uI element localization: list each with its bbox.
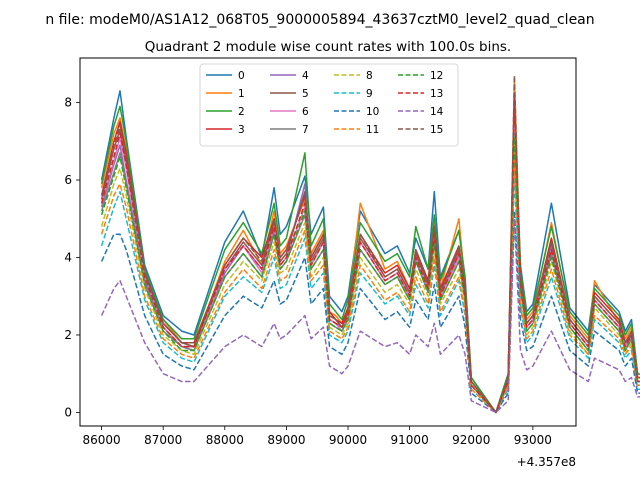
series-line-8 bbox=[100, 144, 640, 414]
figure-suptitle: n file: modeM0/AS1A12_068T05_9000005894_… bbox=[45, 12, 594, 28]
legend-label-9: 9 bbox=[366, 88, 373, 100]
x-tick-label: 86000 bbox=[82, 433, 120, 447]
y-tick-label: 4 bbox=[64, 250, 72, 264]
plot-area bbox=[100, 74, 640, 414]
plot-frame bbox=[79, 57, 577, 427]
legend-label-10: 10 bbox=[366, 106, 379, 118]
legend-label-4: 4 bbox=[302, 70, 309, 82]
series-line-14 bbox=[100, 218, 640, 414]
x-tick-label: 91000 bbox=[391, 433, 429, 447]
y-tick-label: 8 bbox=[64, 96, 72, 110]
chart-title: Quadrant 2 module wise count rates with … bbox=[145, 39, 511, 55]
legend-label-15: 15 bbox=[430, 124, 443, 136]
x-tick-label: 90000 bbox=[329, 433, 367, 447]
legend-label-2: 2 bbox=[238, 106, 245, 118]
x-tick-label: 87000 bbox=[144, 433, 182, 447]
legend-label-14: 14 bbox=[430, 106, 444, 118]
legend-label-12: 12 bbox=[430, 70, 443, 82]
x-offset-label: +4.357e8 bbox=[517, 455, 576, 469]
legend-label-3: 3 bbox=[238, 124, 245, 136]
legend-label-6: 6 bbox=[302, 106, 309, 118]
x-tick-label: 93000 bbox=[514, 433, 552, 447]
y-tick-label: 0 bbox=[64, 405, 72, 419]
series-line-15 bbox=[100, 74, 640, 414]
y-axis: 0 2 4 6 8 bbox=[64, 96, 80, 419]
x-tick-label: 89000 bbox=[267, 433, 305, 447]
legend-label-11: 11 bbox=[366, 124, 379, 136]
legend-label-13: 13 bbox=[430, 88, 443, 100]
legend-label-0: 0 bbox=[238, 70, 245, 82]
legend-label-7: 7 bbox=[302, 124, 309, 136]
x-axis: 86000 87000 88000 89000 90000 91000 92000 93000 bbox=[82, 426, 552, 447]
x-tick-label: 92000 bbox=[452, 433, 490, 447]
y-tick-label: 6 bbox=[64, 173, 72, 187]
legend-label-5: 5 bbox=[302, 88, 309, 100]
legend-box bbox=[199, 63, 459, 147]
legend-label-1: 1 bbox=[238, 88, 245, 100]
x-tick-label: 88000 bbox=[206, 433, 244, 447]
legend-label-8: 8 bbox=[366, 70, 373, 82]
y-tick-label: 2 bbox=[64, 328, 72, 342]
series-line-10 bbox=[100, 210, 640, 414]
